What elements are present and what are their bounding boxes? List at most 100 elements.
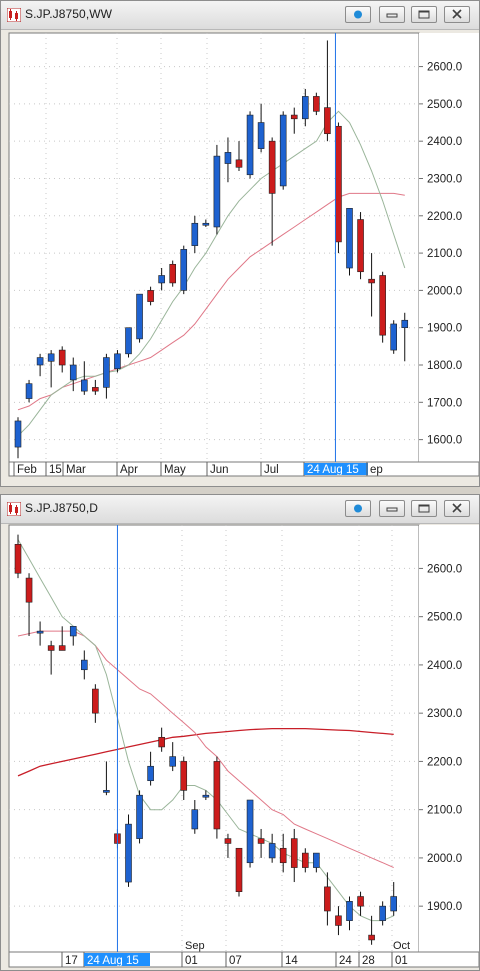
candle-body-up: [81, 659, 88, 671]
daily-chart[interactable]: 2600.0 2500.0 2400.0 2300.0 2200.0 2100.0 2000…: [1, 523, 479, 970]
maximize-button[interactable]: [411, 6, 437, 23]
candle-body-up: [158, 275, 165, 284]
candle: [213, 756, 221, 839]
candle: [147, 751, 154, 786]
candle-body-down: [147, 290, 154, 302]
window-title: S.JP.J8750,WW: [25, 7, 113, 21]
candle-body-down: [213, 761, 221, 830]
candle-body-down: [158, 736, 165, 748]
candle-body-up: [379, 905, 386, 921]
candle: [390, 320, 398, 354]
candle: [379, 271, 386, 343]
candle: [125, 327, 132, 358]
candle: [246, 111, 254, 179]
candle-body-down: [47, 645, 55, 651]
y-tick-label: 2000.0: [427, 285, 462, 297]
candle-body-up: [191, 222, 199, 246]
link-button[interactable]: [345, 500, 371, 517]
y-tick-label: 2200.0: [427, 211, 462, 223]
candle: [290, 828, 298, 883]
candle: [14, 417, 22, 459]
candle-body-down: [379, 275, 386, 336]
candle-body-up: [191, 809, 199, 830]
candle: [191, 215, 199, 254]
y-tick-label: 1900.0: [427, 901, 462, 913]
minimize-icon: [386, 13, 398, 18]
weekly-chart[interactable]: 2600.0 2500.0 2400.0 2300.0 2200.0 2100.0 2000…: [1, 29, 479, 486]
candle-body-up: [81, 379, 88, 392]
candle: [279, 111, 287, 190]
candle-body-up: [169, 756, 176, 767]
candle: [136, 790, 143, 844]
candle: [92, 379, 99, 395]
window-title: S.JP.J8750,D: [25, 501, 99, 515]
candle-body-up: [301, 96, 309, 120]
candle: [81, 650, 88, 680]
close-button[interactable]: [444, 500, 470, 517]
candle-body-down: [290, 114, 298, 120]
x-tick-label: 01: [185, 955, 198, 967]
candle: [257, 828, 265, 858]
candle: [202, 219, 210, 227]
candle: [114, 350, 121, 373]
candle-body-up: [147, 765, 154, 782]
candle-body-up: [279, 114, 287, 187]
candle: [224, 833, 232, 858]
y-tick-label: 2600.0: [427, 62, 462, 74]
candlestick-app-icon: [7, 8, 21, 22]
candle-body-up: [180, 249, 188, 291]
candle: [202, 790, 210, 801]
candle-body-up: [224, 152, 232, 164]
candle-body-up: [114, 353, 121, 370]
candle: [335, 906, 342, 936]
minimize-button[interactable]: [379, 6, 405, 23]
candle: [213, 144, 221, 235]
y-tick-label: 2500.0: [427, 612, 462, 624]
price-axis: [419, 525, 479, 952]
candle-body-up: [47, 353, 55, 362]
link-button[interactable]: [345, 6, 371, 23]
x-tick-label: May: [164, 464, 186, 476]
candle-body-down: [313, 96, 320, 112]
close-icon: [452, 503, 462, 513]
maximize-button[interactable]: [411, 500, 437, 517]
candle-body-down: [235, 159, 243, 168]
minimize-button[interactable]: [379, 500, 405, 517]
candle-body-down: [58, 645, 66, 651]
candle: [224, 137, 232, 183]
candle-body-up: [268, 843, 276, 859]
candle: [81, 361, 88, 395]
y-tick-label: 2600.0: [427, 563, 462, 575]
candle: [235, 847, 243, 897]
y-tick-label: 2000.0: [427, 853, 462, 865]
candle: [36, 621, 44, 646]
month-label: Sep: [185, 940, 205, 952]
candle-body-up: [401, 319, 409, 329]
y-tick-label: 1600.0: [427, 435, 462, 447]
candle-body-down: [324, 107, 331, 135]
candle-body-down: [257, 838, 265, 844]
x-tick-label: 24: [339, 955, 352, 967]
candle-body-up: [246, 799, 254, 864]
candle-body-down: [169, 263, 176, 284]
candle-body-down: [14, 543, 22, 574]
candle-body-down: [235, 847, 243, 892]
weekly-title-bar[interactable]: S.JP.J8750,WW: [1, 1, 479, 30]
candle-body-down: [92, 387, 99, 392]
y-tick-label: 2300.0: [427, 708, 462, 720]
candle: [58, 626, 66, 651]
close-button[interactable]: [444, 6, 470, 23]
candle: [58, 346, 66, 373]
candle-body-down: [368, 278, 375, 284]
candle-body-down: [368, 934, 375, 941]
y-tick-label: 2400.0: [427, 136, 462, 148]
daily-title-bar[interactable]: S.JP.J8750,D: [1, 495, 479, 524]
candle: [390, 882, 398, 916]
candle-body-up: [136, 293, 143, 340]
candle-body-down: [92, 688, 99, 714]
candle: [191, 800, 199, 834]
cursor-date-label: 24 Aug 15: [87, 955, 139, 967]
candle: [92, 684, 99, 723]
y-tick-label: 2400.0: [427, 660, 462, 672]
candle: [335, 122, 342, 254]
